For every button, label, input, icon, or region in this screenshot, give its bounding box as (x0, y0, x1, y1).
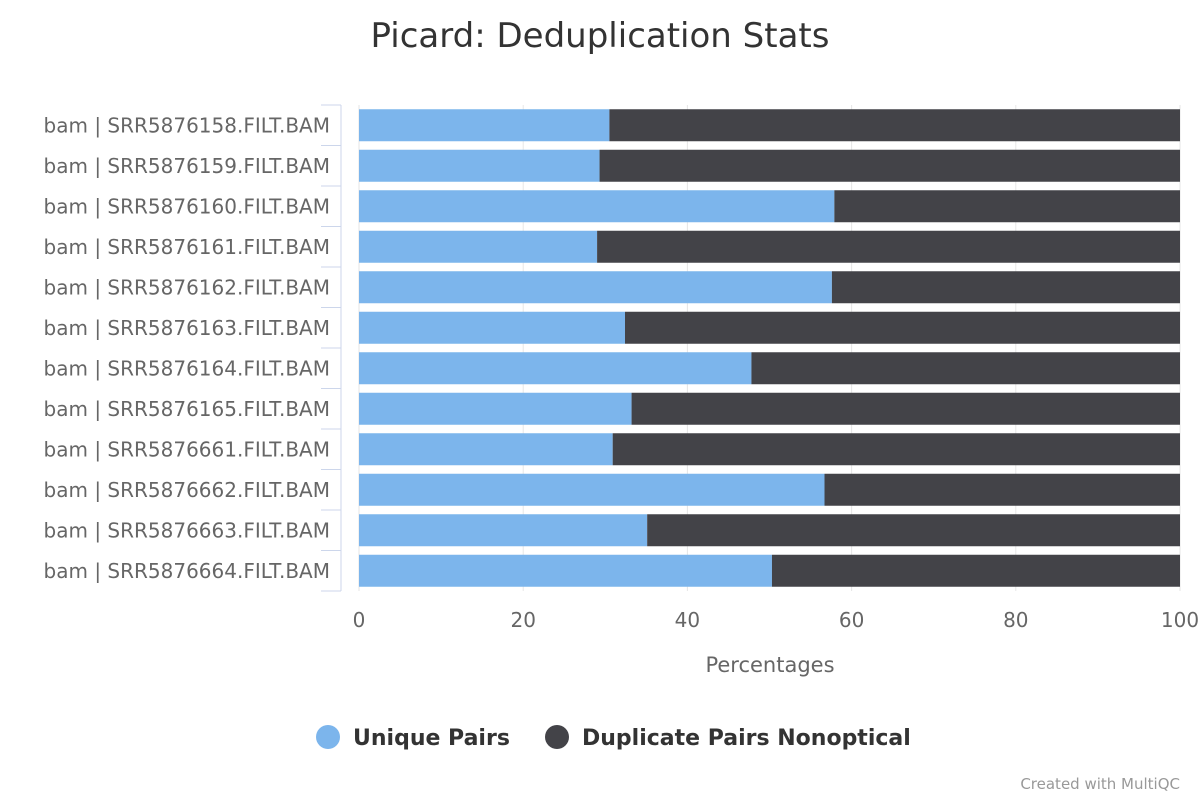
bar-duplicate-pairs-nonoptical (612, 433, 1180, 466)
y-category-label: bam | SRR5876160.FILT.BAM (44, 194, 330, 218)
bar-unique-pairs (359, 473, 825, 506)
y-category-label: bam | SRR5876159.FILT.BAM (44, 154, 330, 178)
bar-unique-pairs (359, 433, 613, 466)
x-tick-label: 0 (353, 608, 366, 632)
y-category-label: bam | SRR5876661.FILT.BAM (44, 437, 330, 461)
y-category-label: bam | SRR5876664.FILT.BAM (44, 559, 330, 583)
x-tick-label: 60 (839, 608, 864, 632)
bar-duplicate-pairs-nonoptical (609, 109, 1180, 142)
y-axis: bam | SRR5876158.FILT.BAM bam | SRR587615… (44, 104, 342, 592)
bar-duplicate-pairs-nonoptical (824, 473, 1180, 506)
bar-unique-pairs (359, 230, 598, 263)
y-category-label: bam | SRR5876163.FILT.BAM (44, 316, 330, 340)
bar-unique-pairs (359, 392, 632, 425)
bar-duplicate-pairs-nonoptical (631, 392, 1180, 425)
y-category-label: bam | SRR5876158.FILT.BAM (44, 113, 330, 137)
y-category-label: bam | SRR5876164.FILT.BAM (44, 356, 330, 380)
bar-unique-pairs (359, 109, 610, 142)
bar-duplicate-pairs-nonoptical (597, 230, 1180, 263)
y-category-label: bam | SRR5876165.FILT.BAM (44, 397, 330, 421)
y-category-label: bam | SRR5876662.FILT.BAM (44, 478, 330, 502)
y-category-label: bam | SRR5876663.FILT.BAM (44, 518, 330, 542)
credit-text[interactable]: Created with MultiQC (1020, 775, 1180, 793)
x-tick-label: 80 (1003, 608, 1028, 632)
bars (359, 109, 1180, 587)
legend-marker (545, 725, 569, 749)
bar-duplicate-pairs-nonoptical (625, 311, 1180, 344)
x-tick-label: 20 (510, 608, 535, 632)
y-category-label: bam | SRR5876162.FILT.BAM (44, 275, 330, 299)
bar-duplicate-pairs-nonoptical (771, 554, 1180, 587)
bar-duplicate-pairs-nonoptical (831, 271, 1180, 304)
legend[interactable]: Unique Pairs Duplicate Pairs Nonoptical (316, 725, 911, 751)
bar-duplicate-pairs-nonoptical (599, 149, 1180, 182)
bar-duplicate-pairs-nonoptical (751, 352, 1180, 385)
x-axis: 0 20 40 60 80 100 (353, 608, 1199, 632)
legend-item-unique-pairs[interactable]: Unique Pairs (316, 725, 510, 751)
legend-marker (316, 725, 340, 749)
x-tick-label: 40 (675, 608, 700, 632)
bar-unique-pairs (359, 514, 648, 547)
grid-lines (358, 105, 1181, 591)
bar-unique-pairs (359, 271, 832, 304)
bar-duplicate-pairs-nonoptical (834, 190, 1180, 223)
legend-label: Duplicate Pairs Nonoptical (582, 726, 911, 751)
x-tick-label: 100 (1161, 608, 1199, 632)
bar-unique-pairs (359, 311, 626, 344)
legend-label: Unique Pairs (353, 726, 510, 751)
legend-item-duplicate-pairs-nonoptical[interactable]: Duplicate Pairs Nonoptical (545, 725, 911, 751)
y-category-label: bam | SRR5876161.FILT.BAM (44, 235, 330, 259)
bar-unique-pairs (359, 149, 600, 182)
x-axis-title: Percentages (705, 653, 834, 677)
bar-unique-pairs (359, 190, 835, 223)
bar-duplicate-pairs-nonoptical (647, 514, 1180, 547)
bar-unique-pairs (359, 554, 772, 587)
chart-title: Picard: Deduplication Stats (371, 16, 830, 56)
bar-unique-pairs (359, 352, 752, 385)
